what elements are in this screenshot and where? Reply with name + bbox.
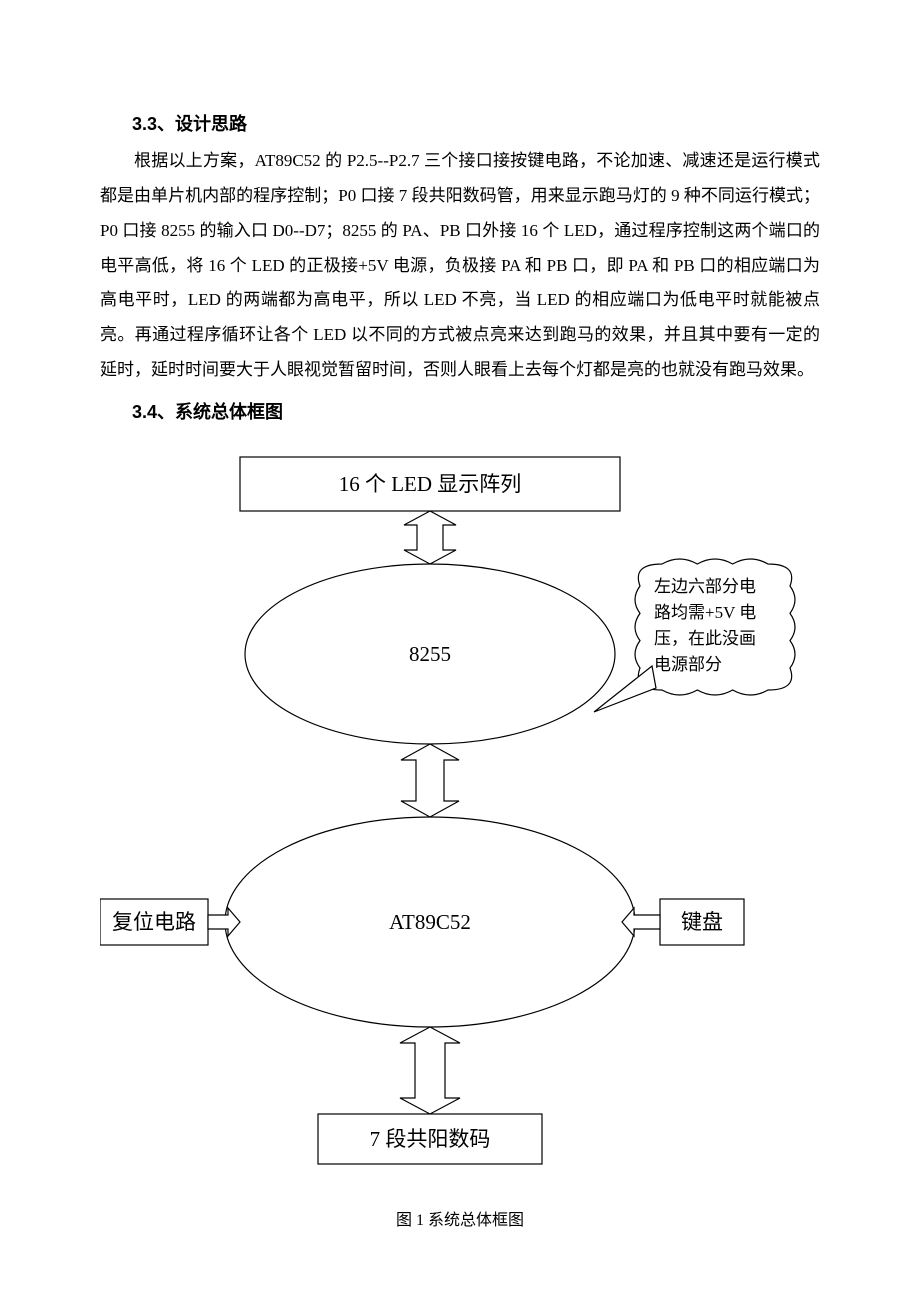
- section-3-4-heading: 3.4、系统总体框图: [132, 398, 820, 424]
- section-3-3-heading: 3.3、设计思路: [132, 110, 820, 136]
- svg-text:电源部分: 电源部分: [654, 655, 722, 674]
- figure-caption: 图 1 系统总体框图: [100, 1206, 820, 1230]
- svg-text:8255: 8255: [409, 642, 451, 666]
- svg-text:路均需+5V 电: 路均需+5V 电: [654, 603, 756, 622]
- system-block-diagram: 16 个 LED 显示阵列 8255 AT89C52 复位电路 键盘 7 段共阳数码 左边六…: [100, 442, 820, 1182]
- document-page: 3.3、设计思路 根据以上方案，AT89C52 的 P2.5--P2.7 三个接…: [0, 0, 920, 1290]
- svg-text:复位电路: 复位电路: [112, 910, 196, 934]
- svg-text:键盘: 键盘: [681, 910, 723, 934]
- svg-text:左边六部分电: 左边六部分电: [654, 577, 756, 596]
- svg-text:7 段共阳数码: 7 段共阳数码: [370, 1127, 491, 1151]
- section-3-3-body: 根据以上方案，AT89C52 的 P2.5--P2.7 三个接口接按键电路，不论…: [100, 144, 820, 388]
- diagram-svg: 16 个 LED 显示阵列 8255 AT89C52 复位电路 键盘 7 段共阳数码 左边六…: [100, 442, 820, 1182]
- svg-text:16 个 LED 显示阵列: 16 个 LED 显示阵列: [339, 472, 522, 496]
- svg-text:AT89C52: AT89C52: [389, 910, 471, 934]
- svg-text:压，在此没画: 压，在此没画: [654, 629, 756, 648]
